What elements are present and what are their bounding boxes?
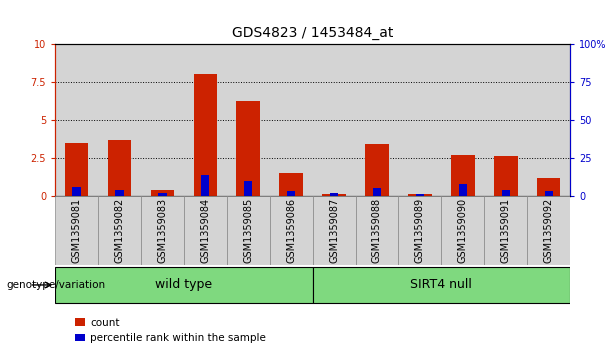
Bar bbox=[55, 196, 98, 265]
Text: SIRT4 null: SIRT4 null bbox=[411, 278, 472, 291]
Bar bbox=[356, 44, 398, 196]
Bar bbox=[365, 144, 389, 196]
Bar bbox=[484, 44, 527, 196]
Bar bbox=[330, 193, 338, 196]
Bar bbox=[280, 173, 303, 196]
Text: GSM1359081: GSM1359081 bbox=[72, 198, 82, 263]
Bar bbox=[459, 184, 467, 196]
Bar bbox=[55, 44, 98, 196]
Bar bbox=[322, 195, 346, 196]
Text: GSM1359088: GSM1359088 bbox=[372, 198, 382, 263]
Text: GSM1359090: GSM1359090 bbox=[458, 198, 468, 263]
Text: GSM1359083: GSM1359083 bbox=[158, 198, 167, 263]
Bar bbox=[441, 44, 484, 196]
Bar bbox=[398, 44, 441, 196]
Text: GSM1359087: GSM1359087 bbox=[329, 198, 339, 263]
Bar bbox=[201, 175, 210, 196]
Text: GSM1359085: GSM1359085 bbox=[243, 198, 253, 263]
Bar bbox=[441, 196, 484, 265]
Text: GSM1359092: GSM1359092 bbox=[544, 198, 554, 263]
Bar bbox=[55, 267, 313, 303]
Bar bbox=[484, 196, 527, 265]
Bar bbox=[544, 191, 553, 196]
Bar bbox=[373, 188, 381, 196]
Text: GSM1359084: GSM1359084 bbox=[200, 198, 210, 263]
Bar bbox=[65, 143, 88, 196]
Bar bbox=[356, 196, 398, 265]
Bar bbox=[527, 44, 570, 196]
Bar bbox=[501, 190, 510, 196]
Legend: count, percentile rank within the sample: count, percentile rank within the sample bbox=[70, 314, 270, 347]
Bar bbox=[184, 196, 227, 265]
Bar bbox=[244, 181, 253, 196]
Bar bbox=[141, 196, 184, 265]
Bar bbox=[270, 196, 313, 265]
Bar bbox=[115, 190, 124, 196]
Bar bbox=[151, 190, 174, 196]
Bar bbox=[237, 102, 260, 196]
Bar bbox=[98, 44, 141, 196]
Bar bbox=[287, 191, 295, 196]
Bar bbox=[527, 196, 570, 265]
Text: GSM1359082: GSM1359082 bbox=[115, 198, 124, 263]
Bar bbox=[141, 44, 184, 196]
Bar bbox=[313, 44, 356, 196]
Bar bbox=[194, 74, 217, 196]
Title: GDS4823 / 1453484_at: GDS4823 / 1453484_at bbox=[232, 26, 394, 40]
Bar bbox=[270, 44, 313, 196]
Bar bbox=[158, 193, 167, 196]
Bar bbox=[72, 187, 81, 196]
Bar bbox=[494, 156, 517, 196]
Bar bbox=[416, 195, 424, 196]
Text: GSM1359086: GSM1359086 bbox=[286, 198, 296, 263]
Bar bbox=[227, 196, 270, 265]
Bar bbox=[451, 155, 474, 196]
Bar bbox=[98, 196, 141, 265]
Bar bbox=[108, 140, 131, 196]
Text: wild type: wild type bbox=[155, 278, 213, 291]
Text: GSM1359091: GSM1359091 bbox=[501, 198, 511, 263]
Bar bbox=[398, 196, 441, 265]
Text: genotype/variation: genotype/variation bbox=[6, 280, 105, 290]
Bar bbox=[184, 44, 227, 196]
Bar bbox=[408, 195, 432, 196]
Bar bbox=[313, 196, 356, 265]
Text: GSM1359089: GSM1359089 bbox=[415, 198, 425, 263]
Bar bbox=[313, 267, 570, 303]
Bar bbox=[537, 178, 560, 196]
Bar bbox=[227, 44, 270, 196]
